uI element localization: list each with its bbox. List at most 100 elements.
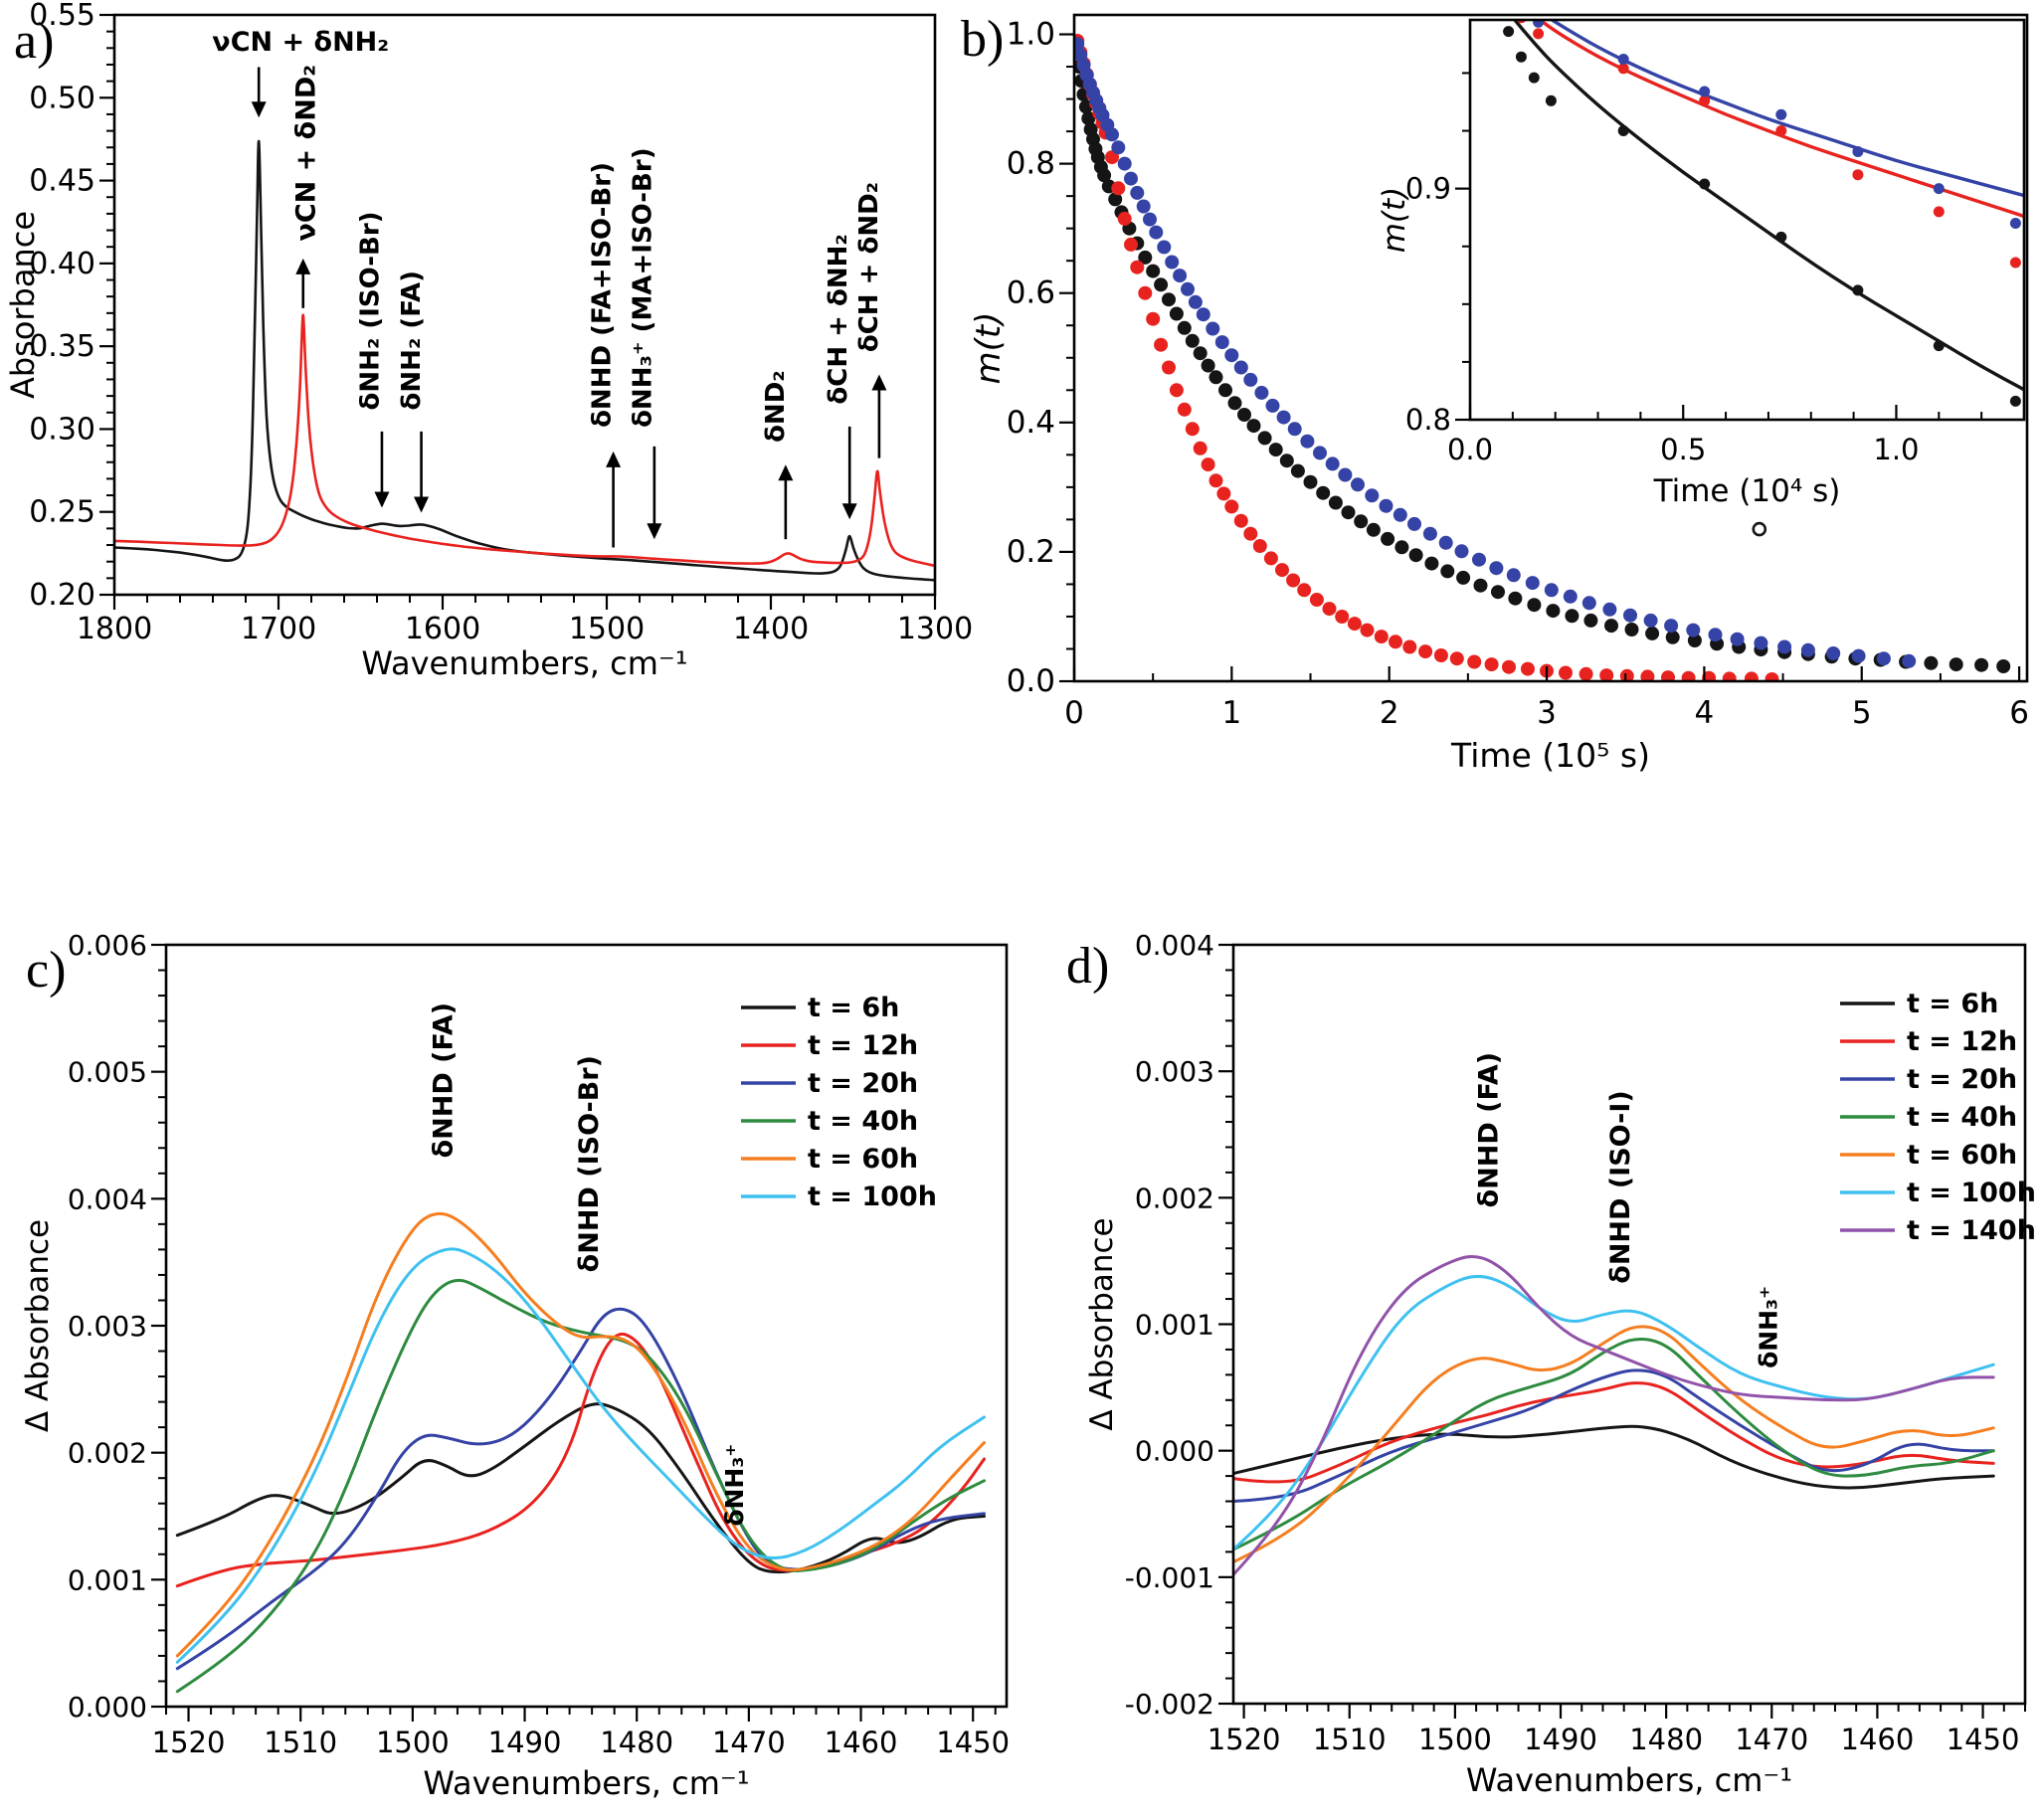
panel-a-annotation-4: δNH₂ (FA) [397,271,430,513]
legend-label: t = 12h [1907,1026,2017,1057]
svg-text:δNH₃⁺ (MA+ISO-Br): δNH₃⁺ (MA+ISO-Br) [629,147,658,428]
x-tick-label: 1500 [1418,1723,1492,1756]
series-orange-line [175,1211,986,1658]
panel-a-annotation-9: δCH + δND₂ [854,182,887,458]
legend-item-t40h: t = 40h [741,1106,918,1137]
y-tick-label: 0.003 [68,1310,147,1343]
legend-item-t6h: t = 6h [1840,989,1998,1019]
y-axis-title: Δ Absorbance [1084,1217,1120,1430]
svg-text:δNH₃⁺: δNH₃⁺ [720,1443,749,1526]
y-tick-label: 0.8 [1007,146,1055,182]
legend-label: t = 60h [1907,1140,2017,1171]
panel-b-label: b) [961,11,1005,68]
y-tick-label: 0.001 [1135,1309,1214,1342]
y-tick-label: 0.30 [29,412,95,447]
x-tick-label: 2 [1380,695,1399,731]
series-blue-dots [1073,37,1917,668]
panel-d-annotation-2: δNHD (ISO-I) [1605,1090,1636,1283]
series-red-line [1232,1381,1995,1484]
x-tick-label: 1480 [1629,1723,1703,1756]
svg-text:δNHD (FA): δNHD (FA) [1473,1052,1504,1207]
x-axis-title: Wavenumbers, cm⁻¹ [1466,1761,1792,1799]
panel-a-annotation-8: δCH + δNH₂ [824,234,857,520]
x-axis-title: Time (10⁴ s) [1653,473,1841,509]
panel-d-annotation-1: δNHD (FA) [1473,1052,1504,1207]
y-axis-title: m(t) [969,312,1009,385]
x-tick-label: 0.5 [1660,433,1706,466]
panel-a-series [113,139,936,582]
panel-a-annotation-3: δNH₂ (ISO-Br) [356,211,390,508]
x-tick-label: 0 [1064,695,1084,731]
panel-b-inset-axes: 0.0 0.5 1.0 0.8 0.9 Time (10⁴ s) m(t) [1377,18,2026,509]
panel-d: 1520 1510 1500 1490 1480 1470 1460 1450 -0.002 -0… [1084,929,2036,1799]
legend-label: t = 100h [1907,1178,2036,1208]
legend-item-t20h: t = 20h [1840,1064,2017,1095]
panel-a-annotation-2: νCN + δND₂ [290,65,321,308]
series-black-dots [1073,43,2011,673]
x-axis-title: Wavenumbers, cm⁻¹ [423,1764,749,1802]
panel-d-legend: t = 6h t = 12h t = 20h t = 40h t = 60h t = 10… [1840,989,2036,1246]
panel-c-legend: t = 6h t = 12h t = 20h t = 40h t = 60h t = 10… [741,993,937,1212]
panel-c-label: c) [26,942,67,999]
series-purple-line [1232,1255,1995,1576]
y-axis-title: m(t) [1377,187,1412,254]
panel-b-inset-series [1503,19,2025,407]
x-tick-label: 1460 [825,1726,898,1759]
y-tick-label: 0.4 [1007,405,1055,441]
y-tick-label: 0.2 [1007,534,1055,570]
legend-label: t = 20h [808,1068,918,1099]
x-tick-label: 1490 [1524,1723,1597,1756]
x-tick-label: 1 [1221,695,1241,731]
legend-label: t = 60h [808,1144,918,1175]
y-tick-label: 0.004 [68,1183,147,1215]
svg-text:δND₂: δND₂ [761,370,791,443]
y-tick-label: 0.20 [29,578,95,613]
svg-text:δNH₂ (FA): δNH₂ (FA) [397,271,427,411]
series-red-line [113,313,936,568]
legend-label: t = 40h [808,1106,918,1137]
legend-label: t = 6h [808,993,899,1023]
x-tick-label: 1510 [1313,1723,1387,1756]
panel-b-main: 0 1 2 3 4 5 6 0.0 0.2 0.4 0.6 0.8 1.0 Time (10⁵ s) m(t… [969,13,2029,775]
x-tick-label: 1470 [1735,1723,1808,1756]
y-tick-label: 0.8 [1405,403,1451,437]
x-tick-label: 1470 [712,1726,786,1759]
y-tick-label: 0.002 [68,1437,147,1470]
panel-a-label: a) [14,13,55,70]
panel-d-annotation-3: δNH₃⁺ [1755,1286,1783,1368]
x-axis-title: Wavenumbers, cm⁻¹ [361,644,687,682]
panel-b-inset: 0.0 0.5 1.0 0.8 0.9 Time (10⁴ s) m(t) [1377,18,2026,509]
legend-item-t140h: t = 140h [1840,1215,2036,1246]
panel-a-annotation-1: νCN + δNH₂ [212,27,389,118]
x-tick-label: 4 [1695,695,1715,731]
panel-a-annotation-5: δNHD (FA+ISO-Br) [587,162,622,548]
panel-d-series [1232,1255,1995,1576]
panel-a-axes: 1800 1700 1600 1500 1400 1300 0.20 0.25 0.30 0.35… [4,0,973,682]
legend-label: t = 12h [808,1030,918,1061]
legend-label: t = 140h [1907,1215,2036,1246]
y-tick-label: 0.50 [29,81,95,115]
y-tick-label: -0.001 [1125,1561,1214,1594]
svg-text:νCN + δNH₂: νCN + δNH₂ [212,27,389,58]
series-cyan-line [175,1247,986,1664]
panel-c-annotation-3: δNH₃⁺ [720,1443,749,1526]
y-tick-label: 1.0 [1007,17,1055,53]
svg-text:δNHD (FA): δNHD (FA) [428,1002,459,1158]
x-tick-label: 1800 [77,612,152,646]
panel-c: 1520 1510 1500 1490 1480 1470 1460 1450 0.000 0.0… [20,929,1010,1802]
legend-label: t = 20h [1907,1064,2017,1095]
x-tick-label: 1300 [897,612,973,646]
y-tick-label: 0.0 [1007,663,1055,699]
panel-c-series [175,1211,986,1694]
svg-text:δNHD (FA+ISO-Br): δNHD (FA+ISO-Br) [587,162,617,428]
legend-item-t20h: t = 20h [741,1068,918,1099]
legend-item-t12h: t = 12h [741,1030,918,1061]
y-axis-title: Absorbance [4,211,42,399]
x-axis-title: Time (10⁵ s) [1450,736,1650,775]
series-blue-line [1232,1368,1995,1503]
x-tick-label: 1520 [1207,1723,1281,1756]
series-green-line [175,1278,986,1694]
svg-text:δNHD (ISO-Br): δNHD (ISO-Br) [574,1055,605,1272]
x-tick-label: 1520 [152,1726,226,1759]
x-tick-label: 3 [1537,695,1557,731]
